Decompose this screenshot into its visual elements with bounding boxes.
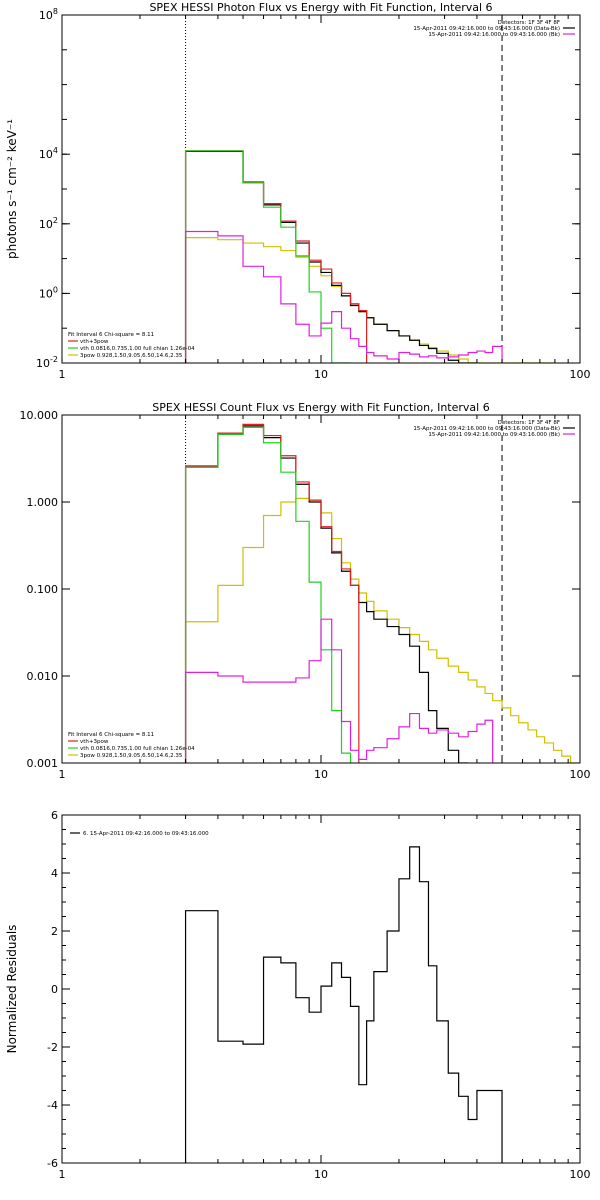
series-line-4	[184, 426, 352, 763]
legend-entry-bottom: Fit Interval 6 Chi-square = 8.11	[68, 332, 154, 338]
chart-title: SPEX HESSI Photon Flux vs Energy with Fi…	[149, 1, 492, 14]
legend-entry-bottom: vth 0.0816,0.735,1.00 full chian 1.26e-0…	[80, 346, 195, 352]
series-line-2	[184, 425, 469, 763]
y-tick-label: -4	[47, 1099, 58, 1112]
y-tick-label: 100	[39, 285, 58, 300]
legend-entry: 6. 15-Apr-2011 09:42:16.000 to 09:43:16.…	[83, 831, 209, 837]
chart-title: SPEX HESSI Count Flux vs Energy with Fit…	[152, 401, 489, 414]
x-tick-label: 10	[314, 768, 328, 781]
y-tick-label: 1.000	[27, 496, 59, 509]
legend-entry-bottom: vth+3pow	[80, 339, 109, 345]
legend-entry-top: 15-Apr-2011 09:42:16.000 to 09:43:16.000…	[428, 32, 560, 38]
legend-entry-top: 15-Apr-2011 09:42:16.000 to 09:43:16.000…	[428, 432, 560, 438]
series-line-3	[184, 150, 368, 363]
y-tick-label: 102	[39, 216, 58, 231]
legend-entry-bottom: 3pow 0.928,1.50,9.05,6.50,14.6,2.35	[80, 353, 183, 359]
x-tick-label: 10	[314, 1168, 328, 1181]
panel-2: SPEX HESSI Count Flux vs Energy with Fit…	[20, 401, 591, 781]
x-tick-label: 1	[59, 368, 66, 381]
series-line-3	[184, 423, 360, 763]
legend-entry-bottom: 3pow 0.928,1.50,9.05,6.50,14.6,2.35	[80, 753, 183, 759]
y-tick-label: 104	[39, 146, 58, 161]
y-tick-label: 108	[39, 7, 58, 22]
y-axis-label: Normalized Residuals	[5, 925, 19, 1054]
x-tick-label: 100	[570, 768, 591, 781]
x-tick-label: 10	[314, 368, 328, 381]
y-tick-label: 0.100	[27, 583, 59, 596]
series-line-1	[184, 237, 554, 363]
y-tick-label: 0.010	[27, 670, 59, 683]
y-tick-label: 6	[51, 809, 58, 822]
legend-entry-top: Detectors: 1F 3F 4F 8F	[498, 20, 560, 26]
series-line-1	[184, 497, 580, 763]
y-tick-label: 0.001	[27, 757, 59, 770]
x-tick-label: 100	[570, 368, 591, 381]
series-line-1	[184, 846, 503, 1163]
y-tick-label: 10-2	[36, 355, 58, 370]
legend-entry-top: Detectors: 1F 3F 4F 8F	[498, 420, 560, 426]
y-tick-label: 4	[51, 867, 58, 880]
series-line-5	[184, 618, 494, 763]
legend-entry-bottom: vth 0.0816,0.735,1.00 full chian 1.26e-0…	[80, 746, 195, 752]
legend-entry-bottom: Fit Interval 6 Chi-square = 8.11	[68, 732, 154, 738]
y-tick-label: -2	[47, 1041, 58, 1054]
series-line-5	[184, 230, 503, 363]
x-tick-label: 100	[570, 1168, 591, 1181]
y-tick-label: -6	[47, 1157, 58, 1170]
series-line-4	[184, 150, 351, 363]
legend-entry-top: 15-Apr-2011 09:42:16.000 to 09:43:16.000…	[413, 26, 560, 32]
y-tick-label: 0	[51, 983, 58, 996]
legend-entry-top: 15-Apr-2011 09:42:16.000 to 09:43:16.000…	[413, 426, 560, 432]
y-axis-label: photons s⁻¹ cm⁻² keV⁻¹	[5, 119, 19, 259]
panel-3: Normalized Residuals 1 10 100 -6 -4 -2 0 2 4 6 6. 1…	[5, 809, 591, 1181]
legend-entry-bottom: vth+3pow	[80, 739, 109, 745]
y-tick-label: 2	[51, 925, 58, 938]
x-tick-label: 1	[59, 768, 66, 781]
x-tick-label: 1	[59, 1168, 66, 1181]
y-tick-label: 10.000	[20, 409, 59, 422]
panel-1: SPEX HESSI Photon Flux vs Energy with Fi…	[5, 1, 591, 381]
